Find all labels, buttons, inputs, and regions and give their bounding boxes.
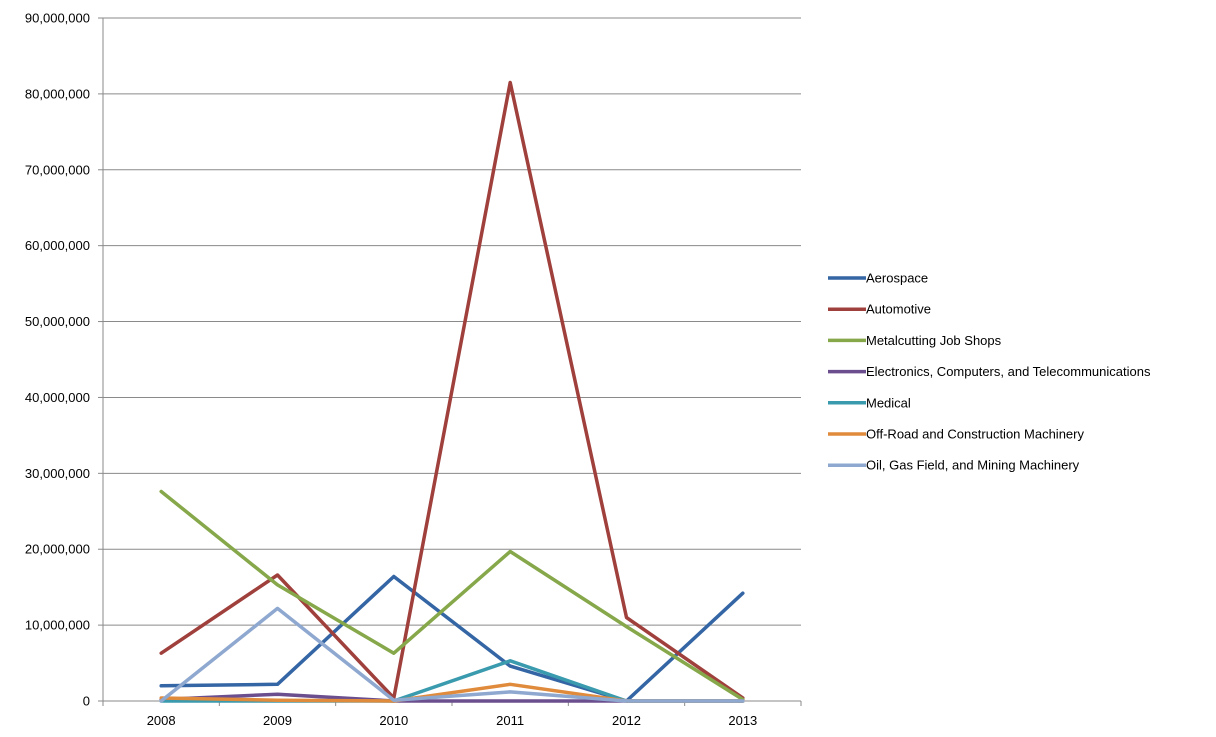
y-tick-label: 50,000,000 xyxy=(25,314,90,329)
y-tick-label: 30,000,000 xyxy=(25,466,90,481)
series-lines xyxy=(159,80,745,703)
series-line-2 xyxy=(159,489,745,702)
legend: Aerospace Automotive Metalcutting Job Shop… xyxy=(828,271,1151,473)
series-line-5 xyxy=(159,682,745,703)
legend-label: Electronics, Computers, and Telecommunic… xyxy=(866,364,1151,379)
legend-label: Off-Road and Construction Machinery xyxy=(866,427,1084,442)
y-tick-label: 70,000,000 xyxy=(25,162,90,177)
y-tick-label: 90,000,000 xyxy=(25,11,90,26)
legend-label: Automotive xyxy=(866,302,931,317)
y-tick-label: 40,000,000 xyxy=(25,390,90,405)
x-tick-label: 2010 xyxy=(379,713,408,728)
legend-label: Oil, Gas Field, and Mining Machinery xyxy=(866,458,1080,473)
y-tick-label: 20,000,000 xyxy=(25,542,90,557)
series-line-6 xyxy=(159,606,745,703)
y-tick-label: 0 xyxy=(83,694,90,709)
x-tick-label: 2011 xyxy=(496,713,524,728)
legend-label: Aerospace xyxy=(866,271,928,286)
x-tick-label: 2009 xyxy=(263,713,292,728)
series-line-1 xyxy=(159,80,745,700)
x-tick-label: 2012 xyxy=(612,713,641,728)
series-line-0 xyxy=(159,574,745,703)
axes: 0 10,000,000 20,000,000 30,000,000 40,000,00… xyxy=(25,11,802,728)
y-tick-label: 10,000,000 xyxy=(25,618,90,633)
y-tick-label: 60,000,000 xyxy=(25,238,90,253)
legend-label: Metalcutting Job Shops xyxy=(866,333,1002,348)
gridlines xyxy=(103,17,801,626)
legend-label: Medical xyxy=(866,395,911,410)
y-tick-label: 80,000,000 xyxy=(25,86,90,101)
x-tick-label: 2008 xyxy=(147,713,176,728)
x-tick-label: 2013 xyxy=(728,713,757,728)
